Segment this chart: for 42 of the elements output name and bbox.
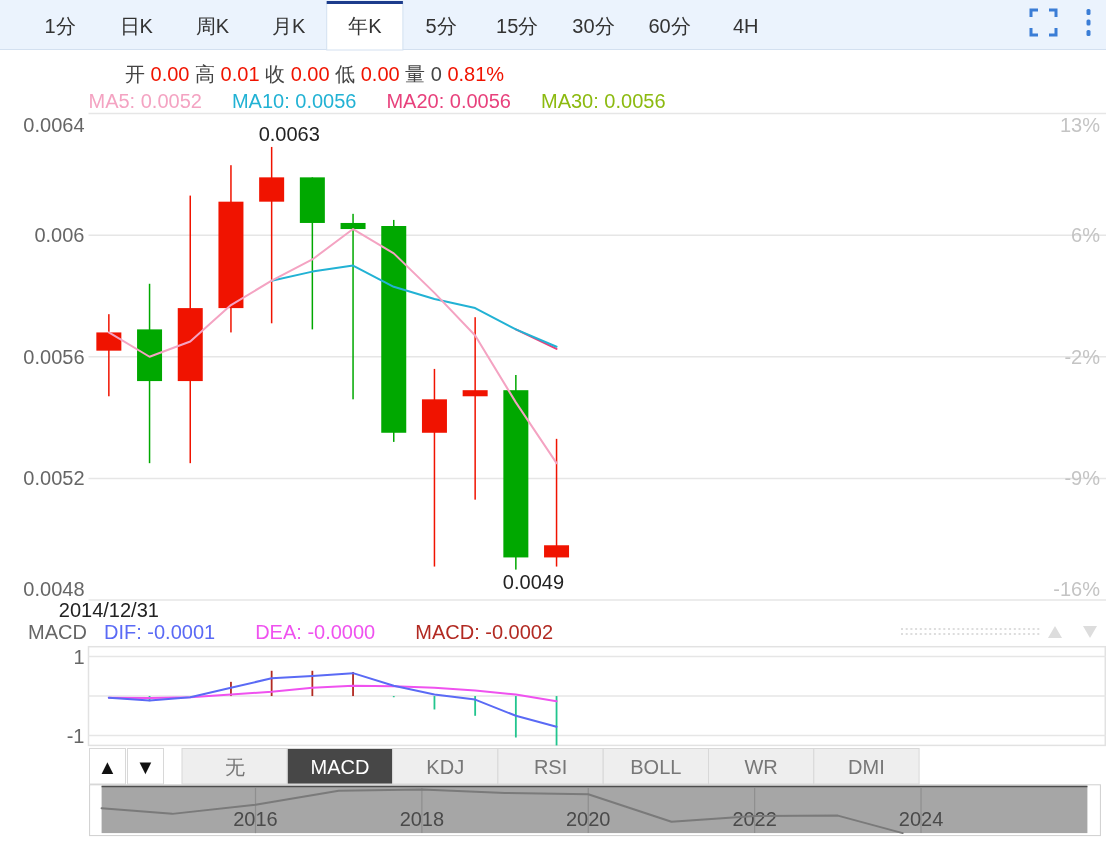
chart-title: MACD	[28, 621, 87, 643]
y2-tick-label: -9%	[1064, 467, 1101, 490]
x-tick-label: 2024	[898, 807, 944, 830]
tab-label: 月K	[271, 14, 306, 37]
tab-label: 60分	[648, 14, 691, 37]
y2-tick-label: 13%	[1059, 113, 1101, 136]
tab-label: 15分	[496, 14, 539, 37]
y-tick-label: 0.0052	[23, 467, 85, 490]
y-tick-label: 1	[73, 645, 85, 668]
x-tick-label: 2018	[399, 807, 445, 830]
x-tick-label: 2014/12/31	[58, 599, 159, 621]
y-tick-label: -1	[66, 724, 85, 747]
tab-label: BOLL	[630, 755, 682, 778]
tab-label: 年K	[348, 14, 382, 37]
tab-label: WR	[744, 755, 778, 778]
annotation: 0.0049	[502, 570, 564, 593]
tab-label: DMI	[848, 755, 885, 778]
legend: DIF: -0.0001 DEA: -0.0000 MACD: -0.0002	[104, 621, 554, 643]
y2-tick-label: -2%	[1064, 345, 1101, 368]
y-tick-label: 0.0056	[23, 345, 85, 368]
y-tick-label: 0.006	[34, 224, 85, 247]
y-tick-label: 0.0048	[23, 578, 85, 600]
tab-label: MACD	[310, 755, 370, 778]
tab-label: RSI	[533, 755, 568, 778]
tab-label: 周K	[195, 14, 230, 37]
tab-label: 30分	[572, 14, 615, 37]
y2-tick-label: -16%	[1053, 578, 1101, 600]
annotation: 0.0063	[258, 122, 320, 145]
tab-label: KDJ	[426, 755, 465, 778]
button-label: ▼	[135, 755, 156, 778]
tab-label: 5分	[425, 14, 457, 37]
tab-label: 日K	[119, 14, 153, 37]
x-tick-label: 2016	[233, 807, 278, 830]
tab-label: 1分	[44, 14, 76, 37]
subtitle: 开 0.00 高 0.01 收 0.00 低 0.00 量 0 0.81%	[125, 63, 505, 85]
tab-label: 无	[224, 755, 245, 778]
tab-label: 4H	[733, 14, 759, 37]
legend: MA5: 0.0052 MA10: 0.0056 MA20: 0.0056 MA30: 0.0056	[88, 90, 666, 112]
y2-tick-label: 6%	[1071, 224, 1101, 247]
button-label: ▲	[97, 755, 118, 778]
x-tick-label: 2020	[566, 807, 611, 830]
y-tick-label: 0.0064	[23, 113, 85, 136]
